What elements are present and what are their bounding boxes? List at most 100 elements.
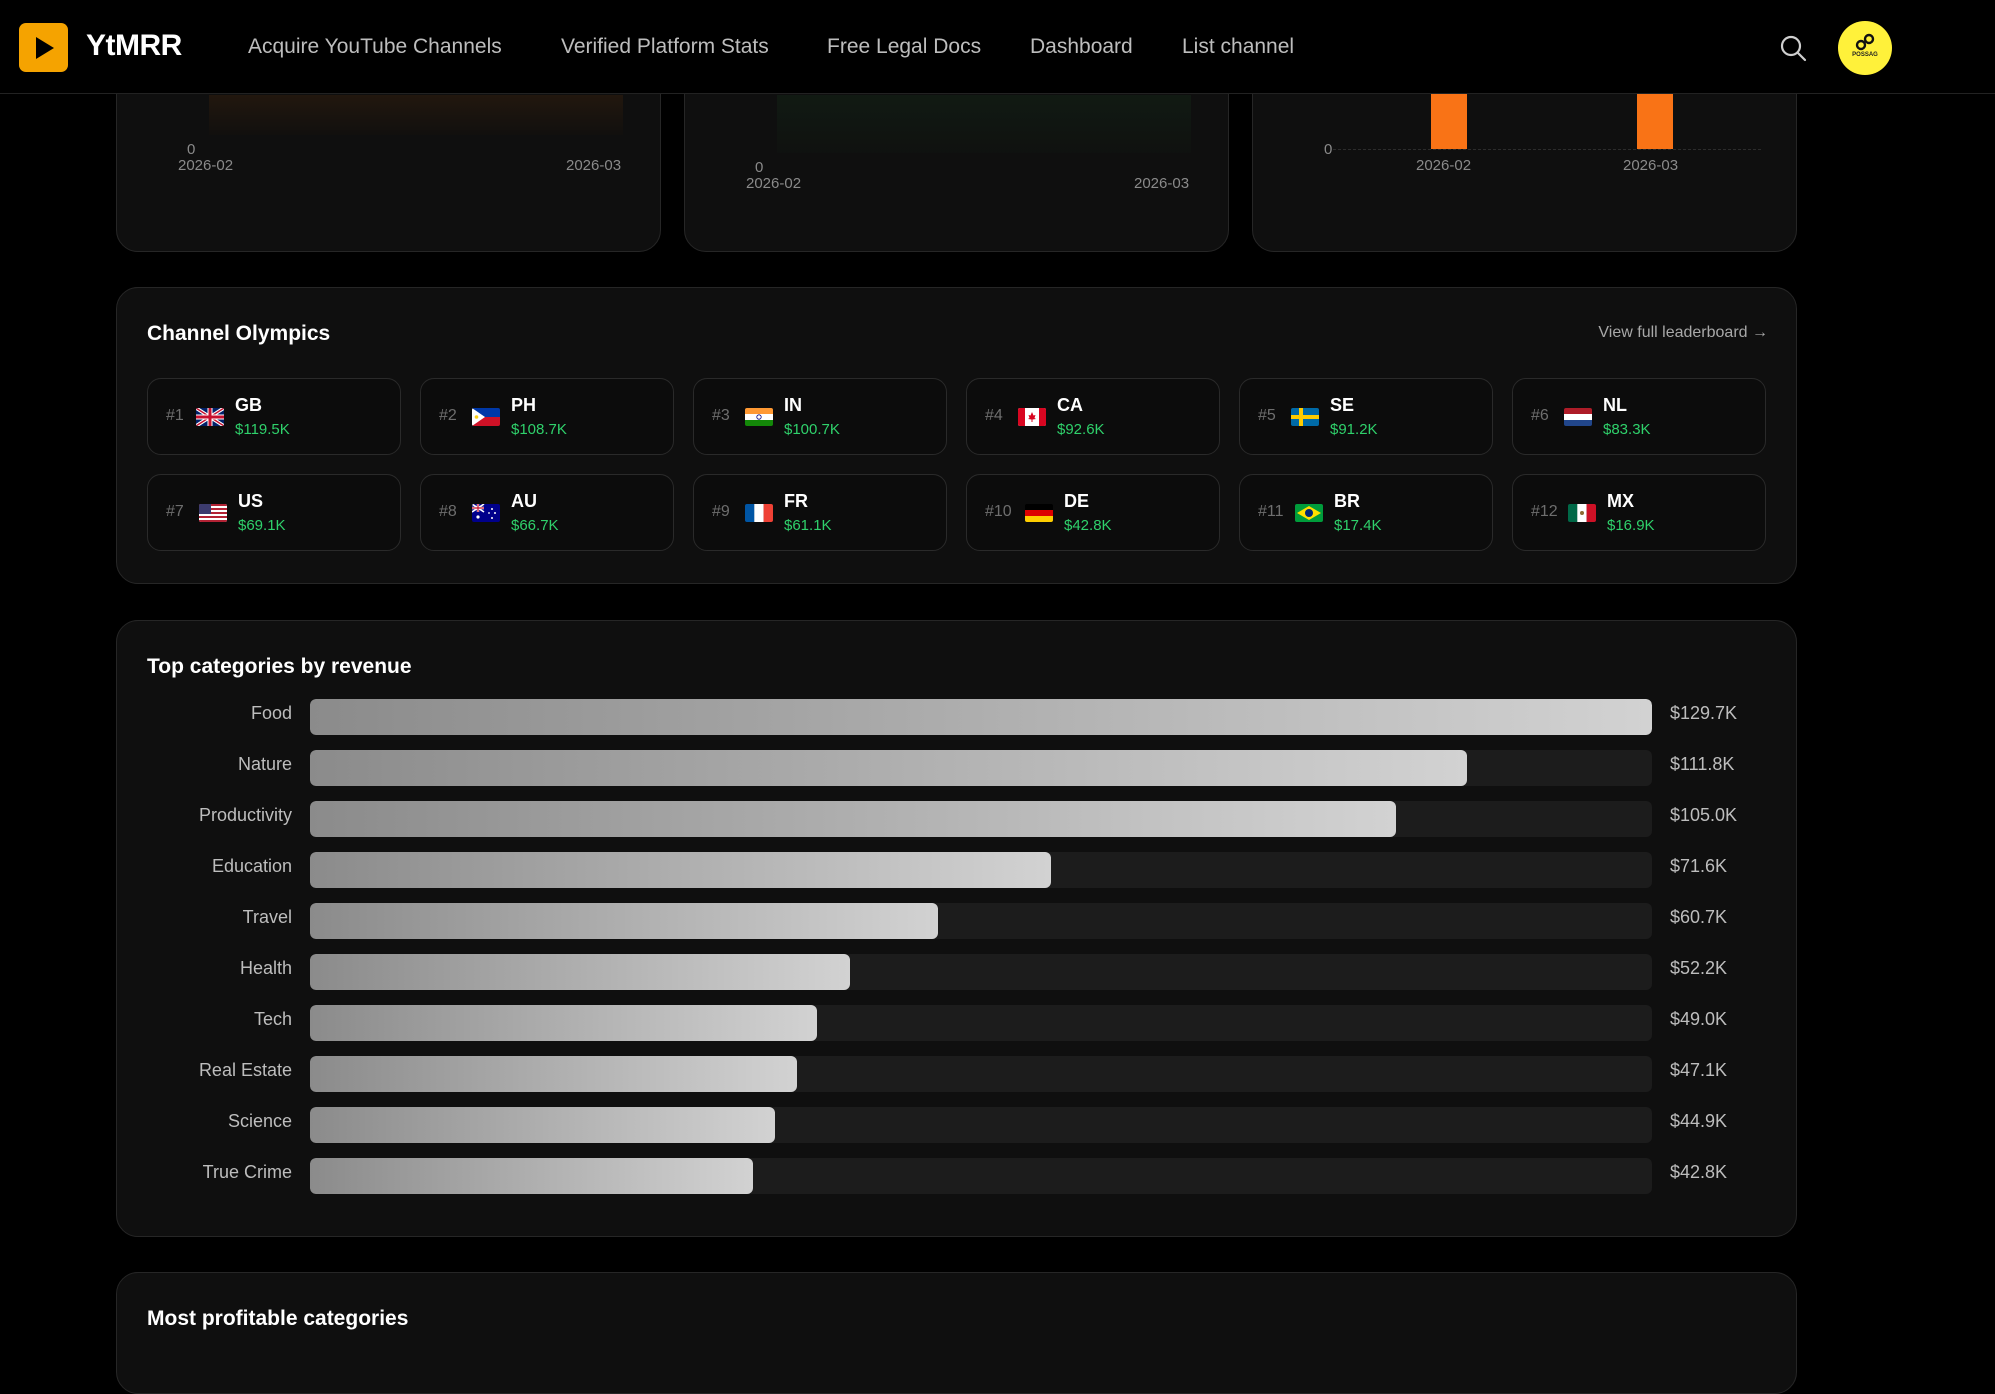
bar-label: True Crime <box>202 1162 292 1182</box>
olympics-tile-fr[interactable]: #9 FR $61.1K <box>693 474 947 551</box>
country-code: DE <box>1064 491 1090 511</box>
country-amount: $42.8K <box>1064 517 1112 534</box>
country-code: US <box>238 491 264 511</box>
olympics-title: Channel Olympics <box>147 322 331 345</box>
flag-de-icon <box>1025 504 1053 522</box>
bar-track <box>310 903 1652 939</box>
bar-track <box>310 1158 1652 1194</box>
bar-label: Health <box>239 958 292 978</box>
country-code: NL <box>1603 395 1627 415</box>
country-code: FR <box>784 491 808 511</box>
country-amount: $92.6K <box>1057 421 1105 438</box>
nav-link-dashboard[interactable]: Dashboard <box>1030 35 1133 58</box>
olympics-tile-us[interactable]: #7 US $69.1K <box>147 474 401 551</box>
search-icon[interactable] <box>1779 34 1807 67</box>
olympics-tile-ca[interactable]: #4 CA $92.6K <box>966 378 1220 455</box>
olympics-tile-de[interactable]: #10 DE $42.8K <box>966 474 1220 551</box>
country-code: MX <box>1607 491 1634 511</box>
mini-chart-x-start: 2026-02 <box>746 175 802 192</box>
olympics-tile-gb[interactable]: #1 GB $119.5K <box>147 378 401 455</box>
bar-fill[interactable] <box>310 1056 798 1092</box>
country-code: IN <box>784 395 802 415</box>
olympics-tile-au[interactable]: #8 AU $66.7K <box>420 474 674 551</box>
nav-link-stats[interactable]: Verified Platform Stats <box>561 35 769 58</box>
rank: #4 <box>985 407 1003 424</box>
mini-chart-x-start: 2026-02 <box>178 157 234 174</box>
mini-chart-y-zero: 0 <box>755 159 764 176</box>
country-amount: $69.1K <box>238 517 286 534</box>
olympics-tile-mx[interactable]: #12 MX $16.9K <box>1512 474 1766 551</box>
bar-value: $49.0K <box>1670 1009 1728 1029</box>
olympics-tile-ph[interactable]: #2 PH $108.7K <box>420 378 674 455</box>
bar-fill[interactable] <box>310 801 1397 837</box>
brand-name[interactable]: YtMRR <box>86 29 182 62</box>
olympics-card: Channel Olympics View full leaderboard →… <box>116 287 1797 584</box>
flag-gb-icon <box>196 408 224 426</box>
top-nav: YtMRR Acquire YouTube Channels Verified … <box>0 0 1995 94</box>
view-leaderboard-link[interactable]: View full leaderboard → <box>1598 324 1768 341</box>
country-amount: $16.9K <box>1607 517 1655 534</box>
categories-card: Top categories by revenue Food $129.7K Nat… <box>116 620 1797 1237</box>
rank: #3 <box>712 407 730 424</box>
bar-value: $71.6K <box>1670 856 1728 876</box>
country-amount: $100.7K <box>784 421 840 438</box>
rank: #6 <box>1531 407 1549 424</box>
mini-chart-bar <box>1637 94 1673 149</box>
bar-fill[interactable] <box>310 750 1467 786</box>
bar-fill[interactable] <box>310 1158 753 1194</box>
bar-track <box>310 954 1652 990</box>
rank: #8 <box>439 503 457 520</box>
flag-in-icon <box>745 408 773 426</box>
logo-play-icon[interactable] <box>19 23 68 72</box>
rank: #1 <box>166 407 184 424</box>
mini-chart-area <box>209 95 623 135</box>
olympics-tile-br[interactable]: #11 BR $17.4K <box>1239 474 1493 551</box>
country-amount: $91.2K <box>1330 421 1378 438</box>
bar-value: $60.7K <box>1670 907 1728 927</box>
olympics-tile-nl[interactable]: #6 NL $83.3K <box>1512 378 1766 455</box>
country-amount: $108.7K <box>511 421 567 438</box>
profitable-card: Most profitable categories <box>116 1272 1797 1394</box>
rank: #2 <box>439 407 457 424</box>
mini-chart-x-end: 2026-03 <box>566 157 622 174</box>
flag-mx-icon <box>1568 504 1596 522</box>
country-amount: $61.1K <box>784 517 832 534</box>
mini-chart-x-end: 2026-03 <box>1134 175 1190 192</box>
categories-title: Top categories by revenue <box>147 655 412 678</box>
rank: #12 <box>1531 503 1558 520</box>
country-code: SE <box>1330 395 1355 415</box>
bar-fill[interactable] <box>310 954 851 990</box>
bar-label: Science <box>227 1111 292 1131</box>
bar-fill[interactable] <box>310 699 1652 735</box>
bar-fill[interactable] <box>310 1005 817 1041</box>
bar-label: Real Estate <box>198 1060 292 1080</box>
bar-fill[interactable] <box>310 852 1051 888</box>
country-amount: $119.5K <box>235 421 290 438</box>
rank: #9 <box>712 503 730 520</box>
nav-link-legal[interactable]: Free Legal Docs <box>827 35 982 58</box>
bar-fill[interactable] <box>310 903 939 939</box>
mini-chart-baseline <box>1333 149 1761 150</box>
country-amount: $83.3K <box>1603 421 1651 438</box>
country-code: GB <box>235 395 262 415</box>
bar-track <box>310 1056 1652 1092</box>
nav-link-list-channel[interactable]: List channel <box>1182 35 1295 58</box>
olympics-tile-in[interactable]: #3 IN $100.7K <box>693 378 947 455</box>
mini-chart-x-start: 2026-02 <box>1416 157 1472 174</box>
flag-fr-icon <box>745 504 773 522</box>
flag-br-icon <box>1295 504 1323 522</box>
avatar[interactable]: POSSAG <box>1838 21 1892 75</box>
olympics-tile-se[interactable]: #5 SE $91.2K <box>1239 378 1493 455</box>
bar-label: Nature <box>237 754 292 774</box>
bar-track <box>310 699 1652 735</box>
country-amount: $66.7K <box>511 517 559 534</box>
rank: #5 <box>1258 407 1276 424</box>
bar-value: $52.2K <box>1670 958 1728 978</box>
country-code: PH <box>511 395 537 415</box>
bar-track <box>310 852 1652 888</box>
nav-link-acquire[interactable]: Acquire YouTube Channels <box>248 35 502 58</box>
mini-chart-area <box>777 95 1191 153</box>
bar-fill[interactable] <box>310 1107 775 1143</box>
mini-chart-bar <box>1431 94 1467 149</box>
rank: #11 <box>1258 503 1284 520</box>
